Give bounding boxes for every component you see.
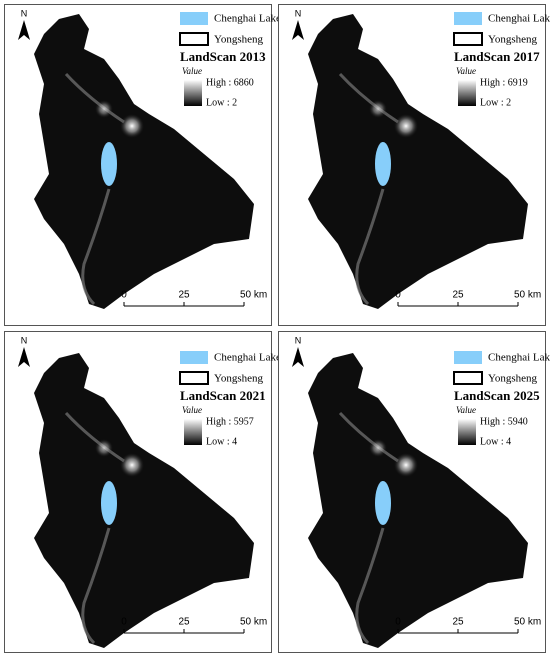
legend-high: High : 5940 — [480, 416, 528, 427]
legend-boundary: Yongsheng — [488, 373, 538, 385]
lake-swatch — [180, 351, 208, 364]
north-arrow — [18, 20, 30, 40]
legend-high: High : 6860 — [206, 77, 254, 88]
map — [34, 353, 254, 648]
north-arrow — [18, 347, 30, 367]
value-ramp — [184, 80, 202, 106]
map-panel: N Chenghai Lake Yongsheng LandScan 2021 Valu… — [4, 331, 281, 653]
settlement-streak — [64, 72, 125, 306]
settlement-streak — [64, 411, 125, 645]
urban-glow — [369, 100, 387, 118]
legend-low: Low : 4 — [206, 436, 237, 447]
legend-boundary: Yongsheng — [214, 373, 264, 385]
boundary-swatch — [453, 371, 483, 385]
map-panel: N Chenghai Lake Yongsheng LandScan 2025 Valu… — [278, 331, 550, 653]
legend-value: Value — [182, 405, 202, 415]
scale-label: 50 km — [514, 617, 541, 628]
north-arrow — [292, 20, 304, 40]
scale-label: 0 — [121, 290, 127, 301]
map — [308, 353, 528, 648]
lake-swatch — [454, 12, 482, 25]
north-label: N — [295, 335, 302, 345]
legend-lake: Chenghai Lake — [488, 13, 550, 25]
urban-glow — [120, 114, 144, 138]
region — [34, 353, 254, 648]
urban-glow — [95, 439, 113, 457]
urban-glow — [394, 453, 418, 477]
lake — [101, 481, 117, 525]
lake — [375, 142, 391, 186]
legend-value: Value — [182, 66, 202, 76]
lake-swatch — [180, 12, 208, 25]
boundary-swatch — [453, 32, 483, 46]
boundary-swatch — [179, 371, 209, 385]
legend-value: Value — [456, 66, 476, 76]
legend-value: Value — [456, 405, 476, 415]
lake-swatch — [454, 351, 482, 364]
value-ramp — [184, 419, 202, 445]
legend-low: Low : 4 — [480, 436, 511, 447]
legend-high: High : 6919 — [480, 77, 528, 88]
legend-lake: Chenghai Lake — [214, 352, 281, 364]
value-ramp — [458, 80, 476, 106]
region — [308, 353, 528, 648]
map-panel: N Chenghai Lake Yongsheng LandScan 2017 Valu… — [278, 4, 550, 326]
scale-label: 0 — [121, 617, 127, 628]
legend-boundary: Yongsheng — [488, 34, 538, 46]
urban-glow — [394, 114, 418, 138]
scale-label: 25 — [452, 617, 464, 628]
value-ramp — [458, 419, 476, 445]
lake — [375, 481, 391, 525]
legend-boundary: Yongsheng — [214, 34, 264, 46]
north-arrow — [292, 347, 304, 367]
map-panel: N Chenghai Lake Yongsheng LandScan 2013 Valu… — [4, 4, 281, 326]
legend-title: LandScan 2017 — [454, 49, 540, 64]
legend-low: Low : 2 — [480, 97, 511, 108]
map — [308, 14, 528, 309]
boundary-swatch — [179, 32, 209, 46]
north-label: N — [21, 8, 28, 18]
legend-title: LandScan 2025 — [454, 388, 540, 403]
settlement-streak — [338, 411, 399, 645]
settlement-streak — [338, 72, 399, 306]
legend-high: High : 5957 — [206, 416, 254, 427]
scale-label: 50 km — [240, 617, 267, 628]
legend-title: LandScan 2021 — [180, 388, 266, 403]
legend-low: Low : 2 — [206, 97, 237, 108]
legend-lake: Chenghai Lake — [488, 352, 550, 364]
urban-glow — [120, 453, 144, 477]
map — [34, 14, 254, 309]
legend-lake: Chenghai Lake — [214, 13, 281, 25]
region — [34, 14, 254, 309]
region — [308, 14, 528, 309]
scale-label: 0 — [395, 617, 401, 628]
urban-glow — [369, 439, 387, 457]
scale-label: 25 — [178, 617, 190, 628]
scale-label: 25 — [178, 290, 190, 301]
lake — [101, 142, 117, 186]
scale-label: 50 km — [240, 290, 267, 301]
scale-label: 50 km — [514, 290, 541, 301]
north-label: N — [295, 8, 302, 18]
legend-title: LandScan 2013 — [180, 49, 266, 64]
urban-glow — [95, 100, 113, 118]
scale-label: 0 — [395, 290, 401, 301]
scale-label: 25 — [452, 290, 464, 301]
north-label: N — [21, 335, 28, 345]
